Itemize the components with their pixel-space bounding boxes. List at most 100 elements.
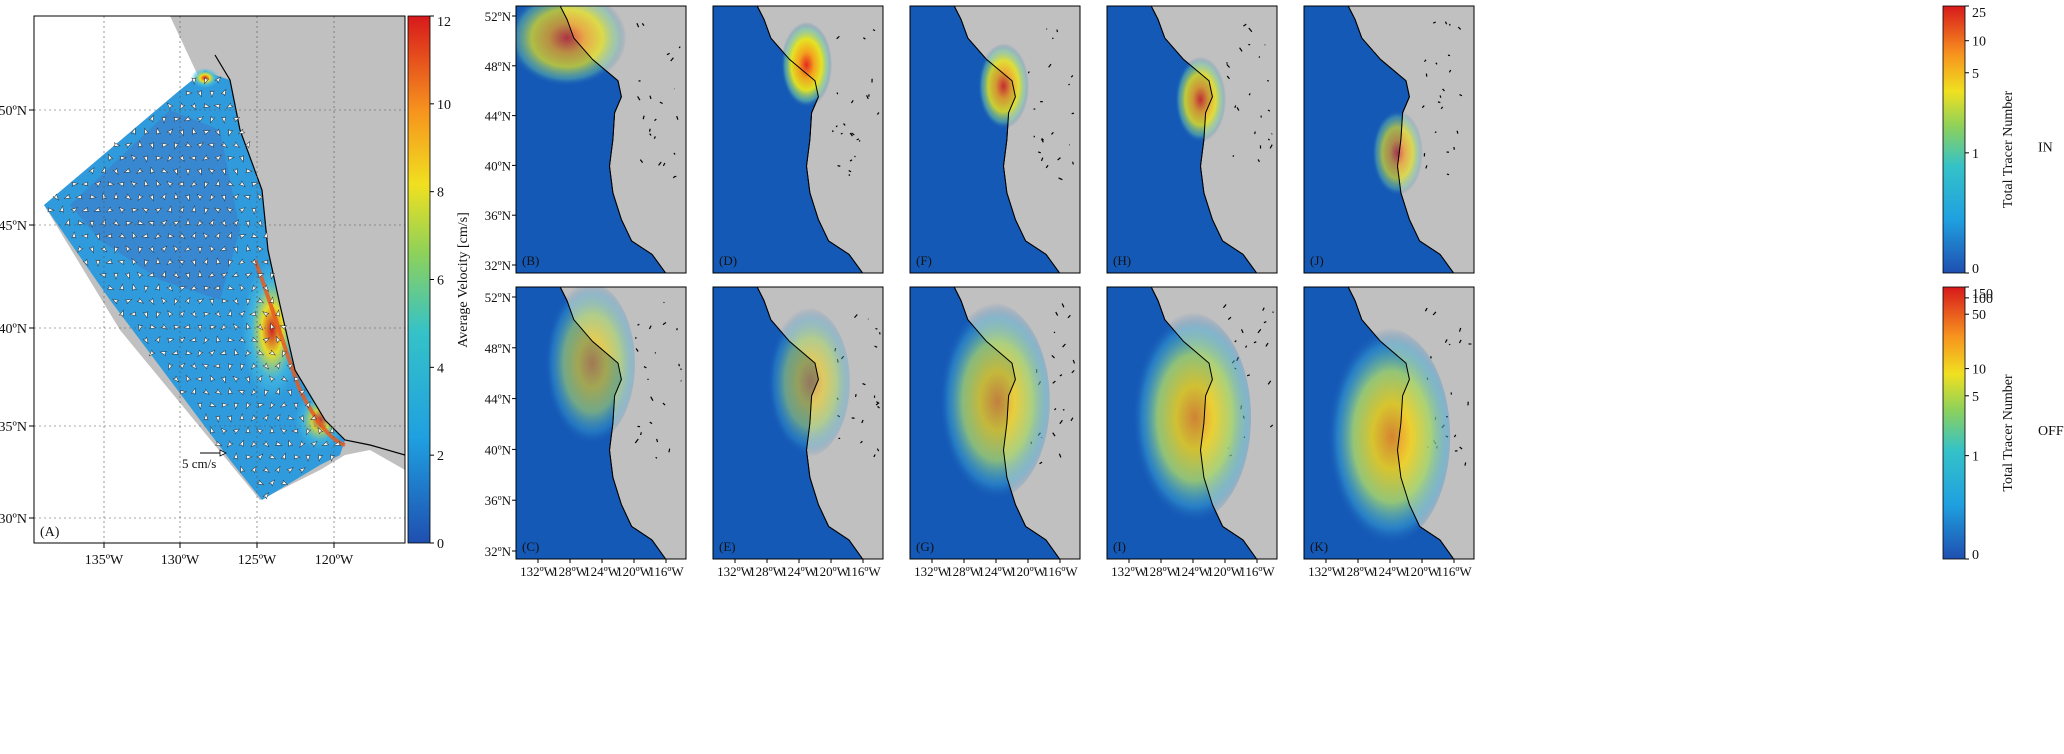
- velocity-arrow: [113, 192, 119, 200]
- x-tick-label: 116ºW: [1436, 564, 1472, 579]
- lake: [1071, 369, 1075, 374]
- velocity-arrow: [189, 337, 197, 342]
- tracer-plume: [781, 22, 832, 108]
- lake: [876, 112, 880, 115]
- lake: [1448, 343, 1451, 346]
- velocity-arrow: [166, 258, 174, 266]
- lake: [1434, 131, 1437, 134]
- velocity-arrow: [148, 141, 154, 150]
- lake: [840, 132, 843, 135]
- velocity-arrow: [173, 116, 181, 122]
- x-tick-label: 124ºW: [1372, 564, 1409, 579]
- lake: [641, 22, 645, 27]
- lake: [1059, 419, 1063, 425]
- panel-frame: [515, 5, 687, 274]
- lake: [643, 366, 647, 369]
- velocity-arrow: [280, 375, 288, 382]
- velocity-arrow: [209, 374, 216, 383]
- velocity-arrow: [81, 206, 90, 212]
- velocity-arrow: [88, 245, 94, 254]
- lake: [1040, 157, 1044, 162]
- velocity-arrow: [192, 127, 198, 136]
- x-tick-label: 128ºW: [946, 564, 983, 579]
- velocity-arrow: [147, 221, 156, 226]
- velocity-arrow: [75, 194, 83, 200]
- velocity-arrow: [166, 180, 174, 188]
- velocity-arrow: [227, 156, 235, 161]
- x-tick-label: 124ºW: [1175, 564, 1212, 579]
- y-tick-label: 30ºN: [0, 512, 27, 527]
- velocity-arrow: [262, 414, 269, 422]
- x-tick-label: 124ºW: [781, 564, 818, 579]
- panel-a: (A) 5 cm/s 135ºW 130ºW 125ºW 120ºW 50ºN 45ºN 4…: [0, 15, 406, 568]
- velocity-arrow: [190, 310, 197, 318]
- map-panel-h: (H): [1106, 5, 1278, 274]
- velocity-arrow: [174, 141, 180, 150]
- lake: [1052, 432, 1056, 437]
- panel-label: (B): [522, 253, 539, 268]
- x-tick-label: 120ºW: [616, 564, 653, 579]
- lake: [1269, 144, 1273, 149]
- velocity-arrow: [160, 245, 168, 253]
- panel-a-land: [215, 16, 405, 455]
- velocity-arrow: [107, 153, 114, 162]
- lake: [1423, 59, 1427, 63]
- panel-label: (G): [916, 539, 934, 554]
- y-tick-label: 45ºN: [0, 219, 27, 234]
- lake: [670, 57, 674, 62]
- x-tick-label: 135ºW: [85, 553, 124, 568]
- velocity-arrow: [154, 232, 162, 240]
- velocity-arrow: [156, 310, 162, 319]
- x-tick-label: 128ºW: [1143, 564, 1180, 579]
- velocity-arrow: [172, 167, 178, 176]
- coastline: [559, 6, 667, 273]
- x-tick-label: 124ºW: [584, 564, 621, 579]
- lake: [678, 363, 680, 367]
- velocity-arrow: [221, 194, 226, 202]
- x-tick-label: 125ºW: [238, 553, 277, 568]
- panel-a-grid: [34, 16, 405, 543]
- velocity-arrow: [197, 270, 203, 278]
- velocity-arrow: [185, 90, 193, 96]
- velocity-arrow: [256, 297, 265, 304]
- lake: [1424, 307, 1428, 312]
- velocity-arrow: [256, 245, 264, 253]
- velocity-arrow: [210, 426, 215, 435]
- y-tick-label: 35ºN: [0, 420, 27, 435]
- colorbar-tick-label: 6: [437, 274, 444, 289]
- lake: [1051, 131, 1054, 135]
- velocity-arrow: [228, 258, 234, 267]
- velocity-arrow: [318, 454, 323, 462]
- lake: [1226, 63, 1231, 68]
- velocity-arrow: [244, 349, 252, 357]
- velocity-arrow: [207, 142, 215, 148]
- lake: [1257, 159, 1260, 163]
- velocity-arrow: [219, 350, 228, 355]
- lake: [1067, 314, 1071, 319]
- velocity-arrow: [141, 207, 150, 214]
- coastline: [1347, 287, 1455, 559]
- lake: [655, 456, 658, 459]
- velocity-arrow: [256, 479, 265, 486]
- y-tick-label: 52ºN: [485, 9, 512, 24]
- lake: [1048, 63, 1052, 68]
- panel-label: (I): [1113, 539, 1126, 554]
- lake: [872, 29, 876, 32]
- velocity-arrow: [178, 205, 185, 214]
- lake: [656, 438, 659, 443]
- lake: [1253, 341, 1257, 344]
- velocity-arrow: [329, 426, 335, 434]
- velocity-arrow: [219, 245, 228, 252]
- colorbar-a: 0 2 4 6 8 10 12 Average Velocity [cm/s]: [407, 15, 471, 552]
- panel-a-scale-arrow: 5 cm/s: [182, 449, 227, 471]
- velocity-arrow: [64, 218, 70, 227]
- lake: [854, 394, 857, 398]
- coastline: [1347, 6, 1455, 273]
- velocity-arrow: [196, 142, 204, 149]
- velocity-arrow: [143, 285, 149, 293]
- velocity-arrow: [124, 298, 133, 305]
- velocity-arrow: [197, 402, 203, 410]
- velocity-arrow: [226, 180, 235, 187]
- lake: [1263, 320, 1267, 324]
- lake: [649, 133, 652, 136]
